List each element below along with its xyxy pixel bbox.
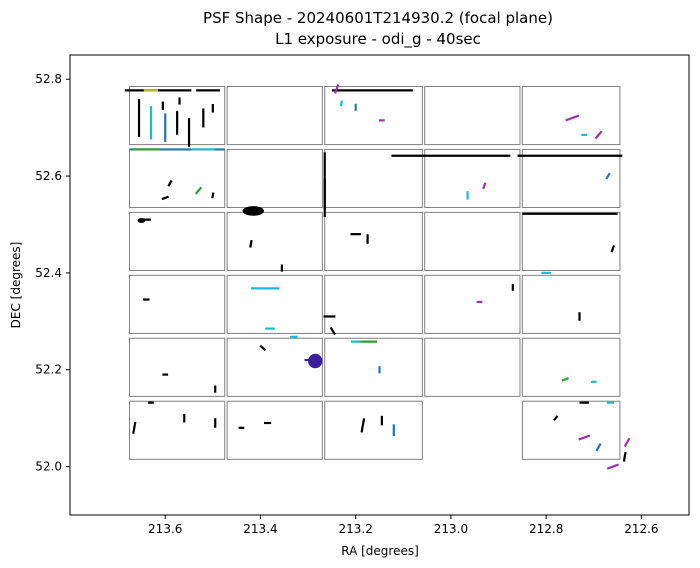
- psf-vector: [565, 114, 580, 122]
- ccd-outline: [521, 400, 621, 460]
- ccd-outline: [226, 85, 323, 146]
- chart-subtitle: L1 exposure - odi_g - 40sec: [275, 30, 481, 49]
- psf-vectors: [124, 84, 631, 470]
- ccd-outline: [129, 211, 226, 271]
- psf-vector: [594, 130, 603, 140]
- ccd-outline: [521, 274, 621, 334]
- ccd-outline: [129, 274, 226, 334]
- ccd-outline: [521, 337, 621, 397]
- ccd-outline: [226, 400, 323, 460]
- ccd-outline: [129, 85, 226, 146]
- psf-vector: [578, 434, 591, 441]
- ccd-outline: [521, 148, 621, 209]
- ccd-outline: [324, 337, 423, 397]
- y-axis-ticks: 52.0 52.2 52.4 52.6 52.8: [35, 72, 70, 474]
- x-tick-label: 212.6: [624, 522, 658, 536]
- psf-vector: [605, 172, 611, 180]
- ccd-outline: [521, 85, 621, 146]
- psf-vector: [249, 239, 253, 248]
- ccd-outline: [424, 211, 521, 271]
- plot-frame-border: [69, 54, 690, 516]
- x-axis-label: RA [degrees]: [341, 544, 419, 558]
- plot-area: [70, 55, 689, 515]
- y-tick-label: 52.4: [35, 266, 62, 280]
- psf-vector: [561, 377, 569, 382]
- psf-vector: [482, 182, 487, 190]
- ccd-outline: [129, 400, 226, 460]
- ccd-outline: [226, 211, 323, 271]
- psf-vector: [623, 437, 631, 448]
- x-tick-label: 213.6: [148, 522, 182, 536]
- ccd-outline: [324, 85, 423, 146]
- psf-vector: [329, 326, 336, 336]
- x-tick-label: 213.0: [434, 522, 468, 536]
- psf-vector: [552, 415, 559, 422]
- ccd-outline: [129, 337, 226, 397]
- psf-vector: [211, 192, 215, 199]
- psf-vector: [259, 344, 267, 352]
- ccd-outline: [521, 211, 621, 271]
- y-tick-label: 52.2: [35, 363, 62, 377]
- psf-vector: [360, 418, 366, 433]
- ccd-outline: [226, 148, 323, 209]
- y-tick-label: 52.6: [35, 169, 62, 183]
- ccd-outline: [424, 148, 521, 209]
- psf-vector: [610, 244, 616, 253]
- ccd-outline: [424, 337, 521, 397]
- ccd-outline: [226, 274, 323, 334]
- psf-vector: [339, 100, 343, 107]
- x-axis-ticks: 213.6 213.4 213.2 213.0 212.8 212.6: [148, 515, 659, 536]
- psf-vector: [606, 463, 619, 470]
- x-tick-label: 213.2: [339, 522, 373, 536]
- y-tick-label: 52.8: [35, 72, 62, 86]
- psf-vector: [132, 421, 137, 434]
- ccd-outline: [324, 211, 423, 271]
- y-tick-label: 52.0: [35, 460, 62, 474]
- psf-vector: [333, 84, 340, 94]
- psf-vector: [194, 186, 203, 195]
- x-tick-label: 212.8: [529, 522, 563, 536]
- ccd-outline: [324, 274, 423, 334]
- ccd-outline: [424, 274, 521, 334]
- psf-vector: [595, 442, 602, 452]
- psf-vector: [161, 195, 169, 201]
- chart-title: PSF Shape - 20240601T214930.2 (focal pla…: [203, 9, 553, 27]
- ccd-outline: [424, 85, 521, 146]
- psf-vector: [622, 452, 627, 462]
- ccd-outline: [226, 337, 323, 397]
- psf-vector: [167, 179, 173, 187]
- x-tick-label: 213.4: [243, 522, 277, 536]
- ccd-outline: [324, 400, 423, 460]
- y-axis-label: DEC [degrees]: [9, 242, 23, 329]
